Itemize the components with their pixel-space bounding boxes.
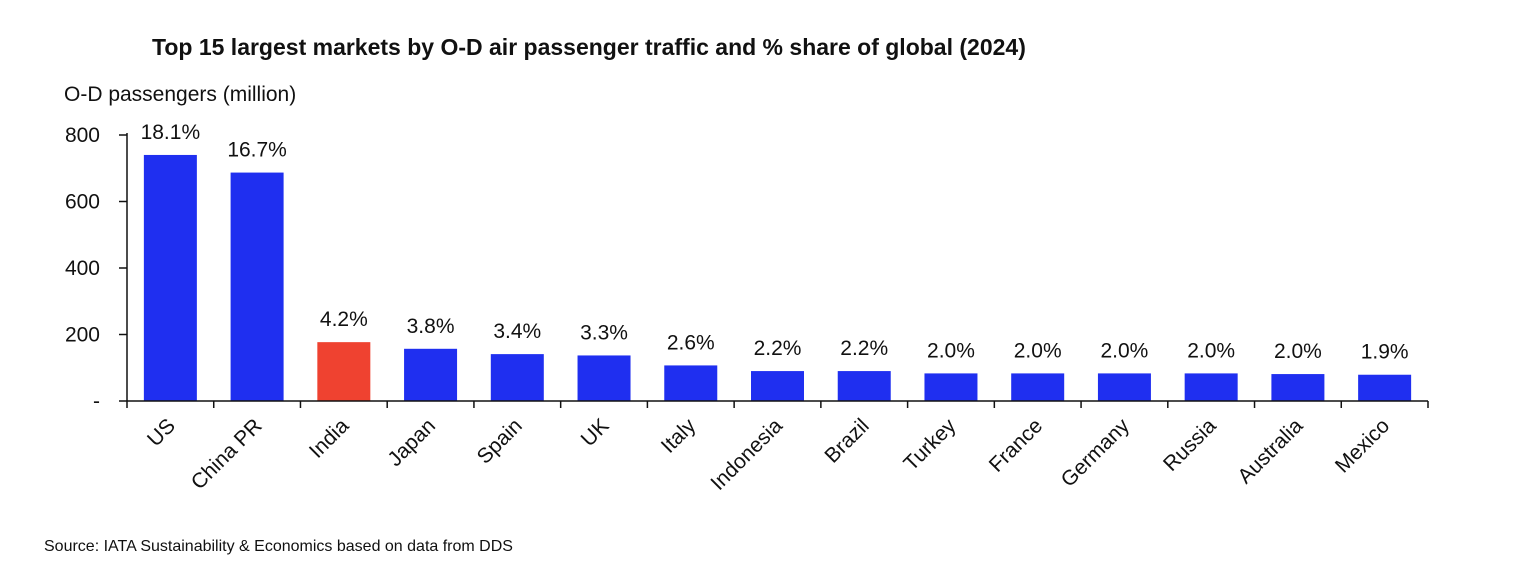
x-axis — [126, 400, 1429, 408]
y-tick-label: 200 — [65, 324, 100, 347]
y-tick-label: 600 — [65, 191, 100, 214]
chart-title: Top 15 largest markets by O-D air passen… — [152, 34, 1026, 60]
data-label: 2.0% — [1100, 339, 1148, 362]
x-tick-label: China PR — [187, 414, 267, 494]
data-label: 4.2% — [320, 308, 368, 331]
data-labels-group: 18.1% 16.7% 4.2% 3.8% 3.4% 3.3% 2.6% 2.2% 2.2% 2.… — [141, 121, 1409, 364]
data-label: 1.9% — [1361, 341, 1409, 364]
y-tick-label: 800 — [65, 124, 100, 147]
bar-japan — [404, 348, 458, 401]
y-axis-title: O-D passengers (million) — [64, 83, 296, 106]
x-tick-label: UK — [577, 414, 614, 451]
data-label: 2.0% — [927, 339, 975, 362]
x-tick-label: Spain — [473, 414, 527, 468]
x-tick-label: Japan — [383, 414, 440, 471]
x-tick-labels: US China PR India Japan Spain UK Italy Indonesi… — [143, 414, 1394, 495]
bar-indonesia — [751, 371, 804, 401]
y-tick-label: 400 — [65, 257, 100, 280]
bar-germany — [1097, 373, 1151, 401]
data-label: 3.8% — [407, 315, 455, 338]
data-label: 3.3% — [580, 321, 628, 344]
x-tick-label: Australia — [1233, 414, 1307, 488]
bar-france — [1011, 373, 1065, 401]
data-label: 2.2% — [840, 337, 888, 360]
x-tick-label: Turkey — [899, 414, 960, 475]
x-tick-label: India — [305, 414, 354, 463]
bar-russia — [1184, 373, 1238, 401]
x-tick-label: Brazil — [820, 414, 873, 467]
data-label: 16.7% — [227, 139, 287, 162]
bars-group — [143, 154, 1412, 401]
bar-us — [143, 154, 197, 401]
data-label: 18.1% — [141, 121, 201, 144]
source-note: Source: IATA Sustainability & Economics … — [44, 538, 513, 555]
bar-india — [317, 342, 371, 401]
bar-italy — [664, 365, 718, 401]
data-label: 2.6% — [667, 331, 715, 354]
bar-mexico — [1358, 374, 1412, 401]
bar-uk — [577, 355, 631, 401]
bar-turkey — [924, 373, 978, 401]
bar-australia — [1271, 374, 1325, 401]
data-label: 2.0% — [1274, 340, 1322, 363]
x-tick-label: Russia — [1159, 414, 1221, 476]
y-axis: - 200 400 600 800 — [65, 124, 128, 413]
bar-china-pr — [230, 172, 284, 401]
data-label: 2.2% — [754, 337, 802, 360]
x-tick-label: Mexico — [1331, 414, 1394, 477]
bar-brazil — [837, 371, 891, 401]
x-tick-label: US — [143, 414, 180, 451]
data-label: 2.0% — [1187, 339, 1235, 362]
bar-spain — [490, 354, 544, 401]
x-tick-label: Germany — [1057, 414, 1135, 492]
x-tick-label: France — [985, 414, 1047, 476]
data-label: 3.4% — [493, 320, 541, 343]
x-tick-label: Italy — [657, 414, 701, 458]
x-tick-label: Indonesia — [706, 414, 787, 495]
y-tick-label: - — [93, 390, 100, 413]
data-label: 2.0% — [1014, 339, 1062, 362]
